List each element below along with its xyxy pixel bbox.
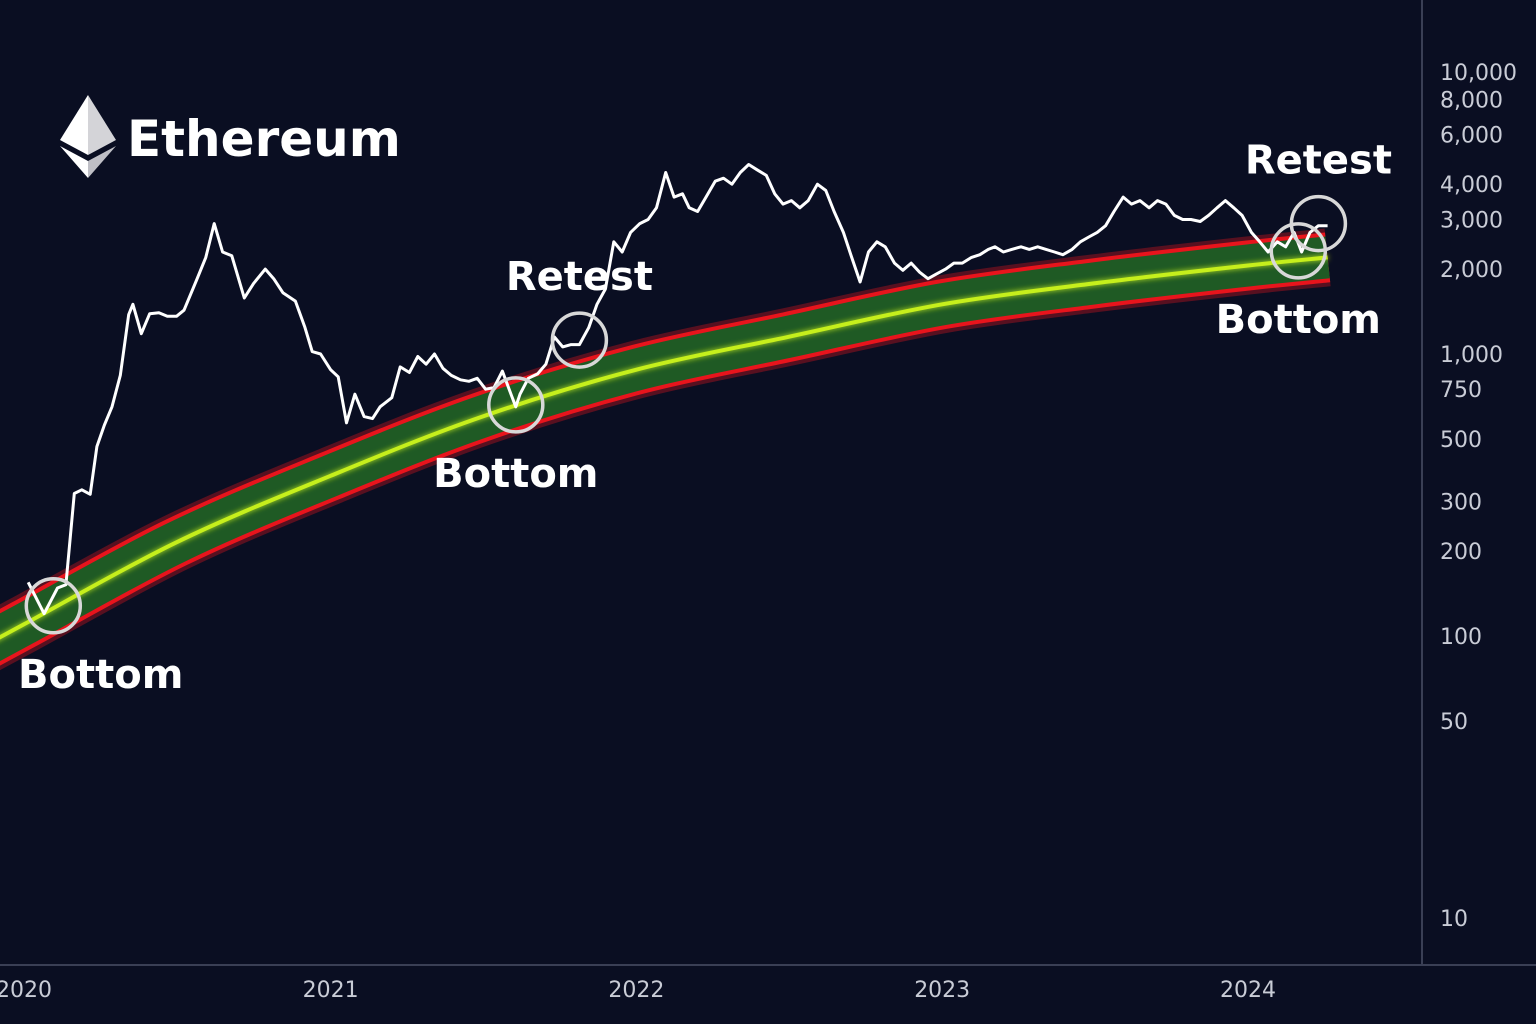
annotation-circle [1289, 194, 1348, 253]
band-green-fill [0, 236, 1330, 662]
annotation-label: Retest [506, 254, 653, 300]
logo-upper-right [88, 95, 116, 155]
price-line [26, 163, 1328, 616]
x-tick-label: 2022 [608, 978, 664, 1003]
y-tick-label: 4,000 [1440, 173, 1503, 198]
x-tick-label: 2021 [303, 978, 359, 1003]
y-tick-label: 500 [1440, 428, 1482, 453]
annotation-circle [487, 376, 545, 434]
annotation-label: Retest [1245, 138, 1392, 184]
ethereum-logo-icon [60, 95, 116, 178]
x-tick-label: 2024 [1220, 978, 1276, 1003]
annotation-circle [24, 577, 83, 635]
x-axis-ticks: 2020 2021 2022 2023 2024 [0, 978, 1276, 1003]
y-axis-ticks: 10 50 100 200 300 500 750 1,000 2,000 3,000 4,000 6… [1440, 61, 1517, 932]
y-tick-label: 10 [1440, 907, 1468, 932]
annotation-circle [550, 311, 609, 369]
annotation-label: Bottom [1216, 297, 1381, 343]
y-tick-label: 10,000 [1440, 61, 1517, 86]
y-tick-label: 50 [1440, 710, 1468, 735]
y-tick-label: 2,000 [1440, 258, 1503, 283]
annotations: Bottom Bottom Retest Bottom Retest [18, 138, 1392, 698]
logo-upper-left [60, 95, 88, 155]
price-series [26, 163, 1328, 616]
y-tick-label: 3,000 [1440, 209, 1503, 234]
annotation-label: Bottom [18, 652, 183, 698]
chart-title: Ethereum [127, 110, 401, 168]
y-tick-label: 300 [1440, 491, 1482, 516]
band-outer-glow [0, 228, 1331, 671]
support-band [0, 228, 1331, 671]
x-tick-label: 2023 [914, 978, 970, 1003]
y-tick-label: 6,000 [1440, 124, 1503, 149]
y-tick-label: 200 [1440, 540, 1482, 565]
x-tick-label: 2020 [0, 978, 52, 1003]
y-tick-label: 100 [1440, 625, 1482, 650]
logo-lower-right [88, 146, 116, 178]
y-tick-label: 750 [1440, 378, 1482, 403]
logo-lower-left [60, 146, 88, 178]
band-red-edge [0, 232, 1331, 666]
y-tick-label: 8,000 [1440, 88, 1503, 113]
band-center-line [0, 255, 1328, 640]
y-tick-label: 1,000 [1440, 343, 1503, 368]
annotation-label: Bottom [433, 451, 598, 497]
